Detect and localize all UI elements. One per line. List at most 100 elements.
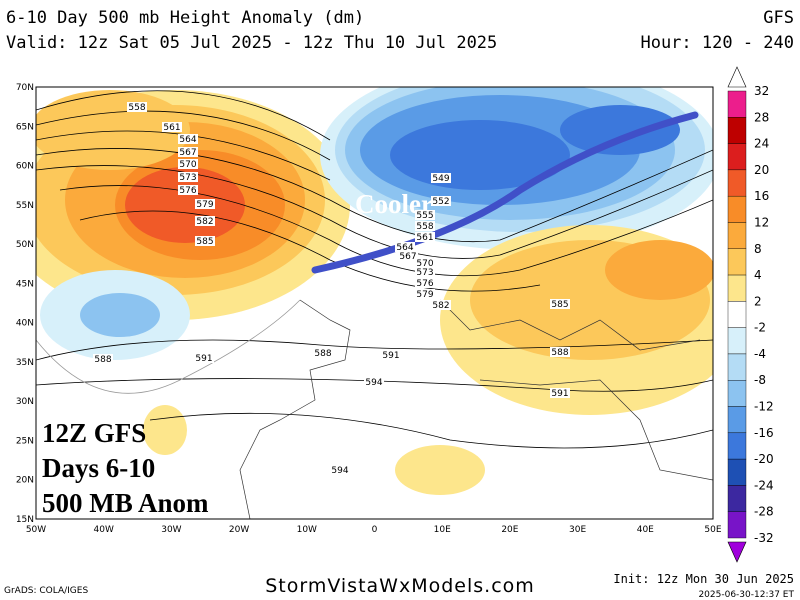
- colorbar-swatch: [727, 485, 747, 512]
- contour-label: 591: [551, 389, 568, 399]
- contour-label: 573: [179, 173, 196, 183]
- colorbar-swatch: [727, 143, 747, 171]
- lat-label: 60N: [16, 162, 34, 172]
- colorbar-swatch: [727, 301, 747, 328]
- contour-label-bg: [415, 289, 435, 299]
- lat-label: 30N: [16, 397, 34, 407]
- contour-label-bg: [195, 236, 215, 246]
- colorbar-swatch: [727, 511, 747, 539]
- contour-label: 573: [416, 268, 433, 278]
- contour-label-bg: [415, 210, 435, 220]
- lon-label: 20W: [229, 525, 249, 535]
- contour-label-bg: [415, 258, 435, 268]
- colorbar-swatch: [727, 169, 747, 197]
- valid-time: Valid: 12z Sat 05 Jul 2025 - 12z Thu 10 …: [6, 33, 497, 53]
- colorbar-swatch: [727, 117, 747, 144]
- contour-label-bg: [395, 242, 415, 252]
- contour-label: 585: [551, 300, 568, 310]
- colorbar-label: -4: [754, 347, 766, 361]
- contour-label-bg: [178, 159, 198, 169]
- contour-label: 570: [416, 259, 433, 269]
- contour-label: 567: [399, 252, 416, 262]
- colorbar-label: 32: [754, 84, 769, 98]
- contour-label: 564: [396, 243, 413, 253]
- colorbar-label: 8: [754, 242, 762, 256]
- lat-label: 15N: [16, 515, 34, 525]
- colorbar-swatch: [727, 222, 747, 249]
- contour-label-bg: [415, 278, 435, 288]
- contour-label-bg: [381, 350, 401, 360]
- colorbar-label: 16: [754, 189, 769, 203]
- contour-label-bg: [398, 251, 418, 261]
- contour-label: 582: [432, 301, 449, 311]
- credit: GrADS: COLA/IGES: [4, 586, 88, 596]
- contour-label: 591: [382, 351, 399, 361]
- lon-label: 50E: [704, 525, 721, 535]
- contour-label-bg: [178, 172, 198, 182]
- contour-label-bg: [330, 465, 350, 475]
- model: GFS: [763, 8, 794, 28]
- contour-label-bg: [550, 347, 570, 357]
- colorbar-label: -32: [754, 531, 774, 545]
- colorbar-label: 24: [754, 137, 769, 151]
- contour-label: 594: [365, 378, 382, 388]
- colorbar-label: -28: [754, 505, 774, 519]
- contour-label-bg: [550, 299, 570, 309]
- colorbar-swatch: [727, 195, 747, 223]
- contour-label: 549: [432, 174, 449, 184]
- contour-label-bg: [195, 216, 215, 226]
- lat-label: 70N: [16, 83, 34, 93]
- contour-label-bg: [178, 134, 198, 144]
- colorbar-label: 28: [754, 110, 769, 124]
- colorbar-cap: [727, 541, 747, 563]
- contour-label-bg: [364, 377, 384, 387]
- colorbar-label: -12: [754, 400, 774, 414]
- colorbar-swatch: [727, 274, 747, 302]
- contour-label-bg: [178, 185, 198, 195]
- colorbar-swatch: [727, 380, 747, 407]
- contour-label-bg: [194, 353, 214, 363]
- contour-label-bg: [313, 348, 333, 358]
- contour-label-bg: [431, 173, 451, 183]
- lat-label: 40N: [16, 319, 34, 329]
- contour-label: 555: [416, 211, 433, 221]
- overlay-text: Days 6-10: [42, 453, 155, 483]
- colorbar-label: -16: [754, 426, 774, 440]
- contour-label-bg: [415, 267, 435, 277]
- contour-label-bg: [550, 388, 570, 398]
- contour-label: 561: [163, 123, 180, 133]
- contour-label-bg: [431, 196, 451, 206]
- colorbar-label: 12: [754, 215, 769, 229]
- lon-label: 10E: [434, 525, 451, 535]
- colorbar-label: -20: [754, 452, 774, 466]
- contour-label: 591: [195, 354, 212, 364]
- colorbar-swatch: [727, 353, 747, 381]
- colorbar-label: -2: [754, 321, 766, 335]
- contour-label-bg: [415, 232, 435, 242]
- lon-label: 50W: [26, 525, 46, 535]
- forecast-hour: Hour: 120 - 240: [640, 33, 794, 53]
- title: 6-10 Day 500 mb Height Anomaly (dm): [6, 8, 364, 28]
- init-time: Init: 12z Mon 30 Jun 2025: [613, 572, 794, 586]
- contour-label-bg: [178, 147, 198, 157]
- contour-label: 588: [551, 348, 568, 358]
- colorbar-swatch: [727, 432, 747, 460]
- contour-label: 594: [331, 466, 348, 476]
- colorbar-swatch: [727, 406, 747, 434]
- colorbar-swatch: [727, 90, 747, 118]
- colorbar-label: -24: [754, 478, 774, 492]
- contour-label: 564: [179, 135, 196, 145]
- lon-label: 10W: [297, 525, 317, 535]
- lon-label: 0: [372, 525, 378, 535]
- lat-label: 20N: [16, 476, 34, 486]
- contour-label: 582: [196, 217, 213, 227]
- contour-label: 558: [416, 222, 433, 232]
- contour-label-bg: [93, 354, 113, 364]
- contour-label: 567: [179, 148, 196, 158]
- lon-label: 30W: [161, 525, 181, 535]
- contour-label: 576: [416, 279, 433, 289]
- colorbar-cap: [727, 66, 747, 88]
- contour-label: 588: [94, 355, 111, 365]
- contour-label: 570: [179, 160, 196, 170]
- site: StormVistaWxModels.com: [265, 575, 535, 597]
